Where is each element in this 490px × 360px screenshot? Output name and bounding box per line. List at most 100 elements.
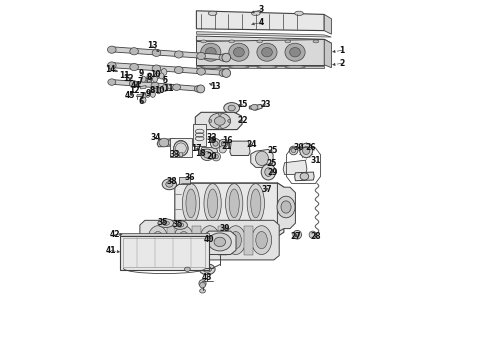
- Polygon shape: [324, 14, 331, 34]
- Ellipse shape: [228, 105, 235, 111]
- Text: 40: 40: [204, 235, 214, 243]
- Ellipse shape: [215, 117, 225, 125]
- Text: 45: 45: [124, 91, 135, 100]
- Ellipse shape: [201, 40, 206, 43]
- Ellipse shape: [229, 66, 249, 68]
- Text: 9: 9: [139, 69, 144, 78]
- Ellipse shape: [185, 267, 190, 271]
- Text: 29: 29: [268, 167, 278, 176]
- Bar: [170, 138, 192, 157]
- Ellipse shape: [261, 164, 275, 180]
- Ellipse shape: [152, 231, 164, 249]
- Text: 4: 4: [259, 18, 264, 27]
- Ellipse shape: [208, 11, 217, 15]
- Ellipse shape: [210, 139, 221, 149]
- Ellipse shape: [251, 226, 271, 255]
- Text: 37: 37: [262, 185, 272, 194]
- Text: 12: 12: [123, 74, 133, 83]
- Bar: [179, 177, 190, 184]
- Ellipse shape: [255, 151, 269, 166]
- Ellipse shape: [150, 91, 155, 97]
- Ellipse shape: [222, 69, 231, 77]
- Ellipse shape: [159, 138, 169, 147]
- Ellipse shape: [219, 113, 221, 116]
- Ellipse shape: [176, 223, 184, 227]
- Ellipse shape: [107, 46, 116, 53]
- Ellipse shape: [212, 152, 220, 161]
- Ellipse shape: [300, 143, 313, 158]
- Text: 26: 26: [305, 143, 316, 152]
- Text: 8: 8: [149, 86, 154, 95]
- Polygon shape: [283, 160, 307, 175]
- Ellipse shape: [173, 221, 187, 229]
- Ellipse shape: [152, 49, 161, 57]
- Text: 43: 43: [202, 274, 213, 282]
- Text: 10: 10: [150, 70, 160, 79]
- Ellipse shape: [158, 219, 174, 228]
- Ellipse shape: [208, 189, 218, 218]
- Ellipse shape: [162, 179, 176, 190]
- Text: 5: 5: [162, 76, 167, 85]
- Ellipse shape: [141, 97, 146, 103]
- Polygon shape: [112, 80, 198, 91]
- Ellipse shape: [199, 226, 220, 255]
- Text: 28: 28: [311, 233, 321, 241]
- Ellipse shape: [294, 11, 303, 15]
- Text: 12: 12: [129, 86, 139, 95]
- Ellipse shape: [178, 231, 190, 249]
- Ellipse shape: [186, 189, 196, 218]
- Text: 42: 42: [109, 230, 120, 239]
- Ellipse shape: [293, 230, 301, 239]
- Ellipse shape: [161, 68, 167, 76]
- Ellipse shape: [201, 66, 221, 68]
- Polygon shape: [294, 172, 314, 181]
- Polygon shape: [157, 139, 176, 147]
- Text: 41: 41: [106, 246, 116, 255]
- Ellipse shape: [295, 233, 299, 237]
- Ellipse shape: [141, 76, 146, 82]
- Ellipse shape: [285, 43, 305, 61]
- Text: 33: 33: [170, 150, 180, 158]
- Ellipse shape: [204, 184, 221, 223]
- Ellipse shape: [292, 148, 296, 153]
- Ellipse shape: [152, 76, 157, 82]
- Ellipse shape: [289, 146, 298, 155]
- Ellipse shape: [309, 231, 316, 238]
- Polygon shape: [245, 226, 253, 255]
- Text: 30: 30: [293, 143, 303, 152]
- Text: 13: 13: [210, 82, 220, 91]
- Ellipse shape: [225, 184, 243, 223]
- Text: 27: 27: [290, 233, 301, 241]
- Ellipse shape: [107, 62, 116, 69]
- Polygon shape: [137, 94, 143, 97]
- Ellipse shape: [166, 181, 173, 187]
- Text: 24: 24: [246, 140, 257, 149]
- Polygon shape: [167, 226, 175, 255]
- Ellipse shape: [169, 139, 175, 146]
- Ellipse shape: [130, 48, 139, 55]
- Text: 11: 11: [120, 71, 130, 80]
- Ellipse shape: [159, 73, 164, 79]
- Ellipse shape: [174, 67, 183, 74]
- Text: 25: 25: [267, 146, 277, 155]
- Text: 14: 14: [105, 65, 115, 74]
- Ellipse shape: [219, 54, 228, 61]
- Ellipse shape: [233, 48, 245, 57]
- Text: 7: 7: [137, 77, 143, 85]
- Polygon shape: [196, 66, 324, 68]
- Ellipse shape: [174, 51, 183, 58]
- Ellipse shape: [262, 48, 272, 57]
- Ellipse shape: [265, 168, 272, 176]
- Polygon shape: [249, 104, 262, 110]
- Ellipse shape: [222, 53, 231, 62]
- Text: 8: 8: [146, 73, 151, 82]
- Text: 18: 18: [195, 149, 205, 158]
- Text: 3: 3: [259, 5, 264, 14]
- Ellipse shape: [174, 226, 194, 255]
- Text: 20: 20: [207, 152, 217, 161]
- Ellipse shape: [281, 201, 291, 213]
- Polygon shape: [324, 39, 331, 68]
- Ellipse shape: [182, 184, 199, 223]
- Text: 13: 13: [147, 41, 157, 50]
- Polygon shape: [193, 226, 201, 255]
